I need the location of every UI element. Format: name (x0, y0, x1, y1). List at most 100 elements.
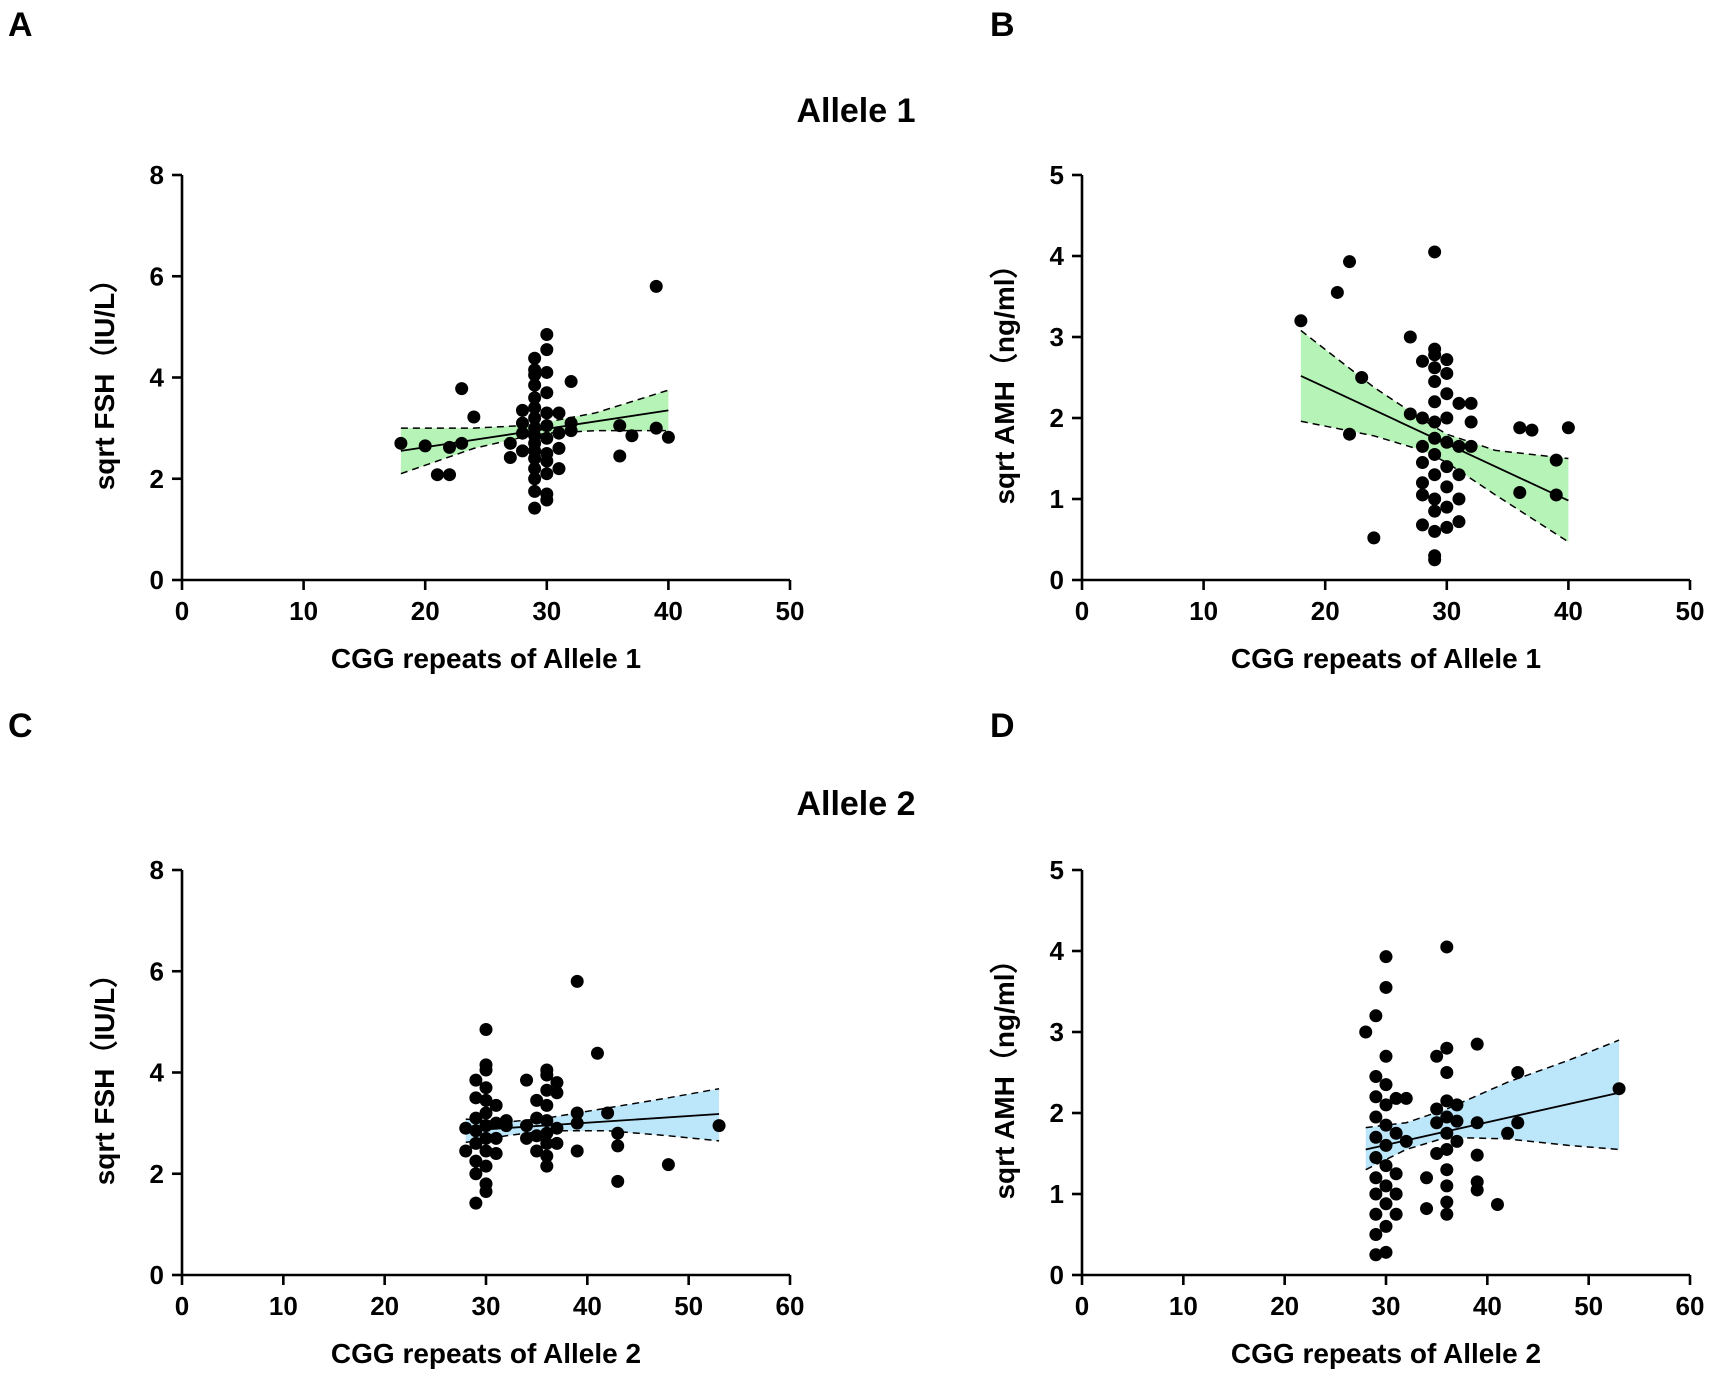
chart-c-point-22 (489, 1147, 503, 1160)
chart-d-point-39 (1440, 1179, 1454, 1193)
chart-a-point-17 (528, 462, 542, 476)
chart-b-point-25 (1428, 375, 1442, 389)
chart-a-point-41 (540, 327, 554, 341)
chart-a-point-6 (455, 382, 469, 396)
chart-a-point-28 (528, 363, 542, 377)
chart-c-x-tick-label-40: 40 (573, 1291, 602, 1321)
chart-c-point-57 (661, 1158, 675, 1172)
chart-d-point-60 (1612, 1082, 1626, 1096)
chart-a-point-48 (564, 375, 578, 389)
chart-d-y-tick-label-2: 2 (1050, 1098, 1064, 1128)
chart-c-point-48 (570, 1144, 584, 1158)
chart-a-panel-letter: A (8, 6, 33, 44)
chart-d-point-41 (1440, 1142, 1454, 1156)
chart-d-point-16 (1379, 1159, 1393, 1173)
chart-c-point-55 (611, 1139, 625, 1153)
chart-b-point-52 (1561, 421, 1575, 435)
chart-c-point-17 (479, 1093, 493, 1107)
chart-d-point-24 (1389, 1207, 1403, 1221)
chart-d-point-48 (1450, 1134, 1464, 1148)
chart-a-x-tick-label-10: 10 (289, 596, 318, 626)
chart-a-point-52 (649, 421, 663, 435)
chart-d-point-36 (1430, 1049, 1444, 1063)
chart-c-point-29 (520, 1119, 534, 1133)
chart-a-point-40 (540, 343, 554, 357)
chart-d-point-31 (1420, 1202, 1434, 1216)
chart-c-point-53 (601, 1106, 615, 1120)
chart-d-point-22 (1379, 980, 1393, 994)
chart-c-point-58 (712, 1119, 726, 1133)
chart-b-point-36 (1440, 387, 1454, 401)
chart-c-point-45 (550, 1121, 564, 1135)
chart-b-point-43 (1452, 396, 1466, 410)
chart-c-point-39 (540, 1114, 554, 1128)
chart-a-point-1 (418, 439, 432, 453)
chart-d-point-8 (1369, 1110, 1383, 1124)
chart-a-point-23 (528, 411, 542, 425)
chart-a-point-0 (394, 436, 408, 450)
chart-a-point-42 (552, 462, 566, 476)
chart-b-y-tick-label-1: 1 (1050, 484, 1064, 514)
chart-a-point-2 (430, 468, 444, 482)
chart-a-point-38 (540, 386, 554, 400)
chart-c-point-47 (550, 1076, 564, 1090)
chart-c-point-12 (479, 1159, 493, 1173)
chart-d-y-tick-label-4: 4 (1050, 936, 1065, 966)
chart-c-x-axis-title: CGG repeats of Allele 2 (331, 1338, 641, 1369)
chart-d-point-15 (1379, 1179, 1393, 1193)
chart-c-point-43 (540, 1063, 554, 1077)
chart-b-point-10 (1415, 476, 1429, 490)
chart-c-point-0 (459, 1144, 473, 1158)
chart-d-point-3 (1369, 1207, 1383, 1221)
chart-a-point-47 (564, 416, 578, 430)
chart-c-x-tick-label-50: 50 (674, 1291, 703, 1321)
chart-d-point-0 (1359, 1025, 1373, 1039)
chart-b-point-44 (1464, 415, 1478, 429)
chart-c-x-tick-label-60: 60 (776, 1291, 805, 1321)
chart-b-y-tick-label-0: 0 (1050, 565, 1064, 595)
chart-b-x-tick-label-10: 10 (1189, 596, 1218, 626)
chart-b-x-tick-label-40: 40 (1554, 596, 1583, 626)
chart-d-x-tick-label-50: 50 (1574, 1291, 1603, 1321)
chart-a-point-16 (528, 472, 542, 486)
chart-c: C 0 10 20 30 40 50 60 0 2 4 6 8 CGG repeats of Allele… (8, 707, 804, 1369)
chart-d-y-tick-label-5: 5 (1050, 855, 1064, 885)
chart-a-x-tick-label-0: 0 (175, 596, 189, 626)
chart-b-y-tick-label-5: 5 (1050, 160, 1064, 190)
chart-c-point-21 (479, 1022, 493, 1036)
chart-c-point-5 (469, 1136, 483, 1150)
chart-b-point-24 (1428, 395, 1442, 409)
chart-d-y-tick-label-0: 0 (1050, 1260, 1064, 1290)
chart-c-point-13 (479, 1144, 493, 1158)
chart-a-point-35 (540, 431, 554, 445)
chart-a-y-tick-label-0: 0 (150, 565, 164, 595)
chart-d-point-20 (1379, 1078, 1393, 1092)
chart-a-y-tick-label-8: 8 (150, 160, 164, 190)
chart-c-point-31 (530, 1144, 544, 1158)
chart-b-point-5 (1367, 531, 1381, 545)
chart-a-point-12 (515, 416, 529, 430)
chart-d-point-19 (1379, 1098, 1393, 1112)
chart-c-point-16 (479, 1106, 493, 1120)
chart-b-x-axis-title: CGG repeats of Allele 1 (1231, 643, 1541, 674)
chart-b-point-46 (1464, 439, 1478, 453)
chart-c-y-tick-label-0: 0 (150, 1260, 164, 1290)
chart-d-point-38 (1440, 1195, 1454, 1209)
chart-b-point-39 (1452, 515, 1466, 529)
chart-b: B 0 10 20 30 40 50 0 1 2 3 4 5 CGG repeats of Allele … (988, 6, 1704, 674)
chart-c-x-tick-label-30: 30 (472, 1291, 501, 1321)
chart-c-point-20 (479, 1058, 493, 1072)
chart-b-y-tick-label-3: 3 (1050, 322, 1064, 352)
chart-a-point-11 (515, 444, 529, 458)
chart-d-point-53 (1470, 1148, 1484, 1162)
chart-b-point-29 (1428, 245, 1442, 259)
chart-b-point-18 (1428, 504, 1442, 518)
chart-b-point-26 (1428, 361, 1442, 375)
chart-c-point-51 (570, 974, 584, 988)
chart-d-y-axis-title: sqrt AMH（ng/ml） (988, 945, 1020, 1199)
chart-d-point-1 (1369, 1248, 1383, 1262)
chart-d-point-6 (1369, 1151, 1383, 1165)
chart-c-point-41 (540, 1083, 554, 1097)
section-title-allele-1: Allele 1 (796, 92, 915, 130)
